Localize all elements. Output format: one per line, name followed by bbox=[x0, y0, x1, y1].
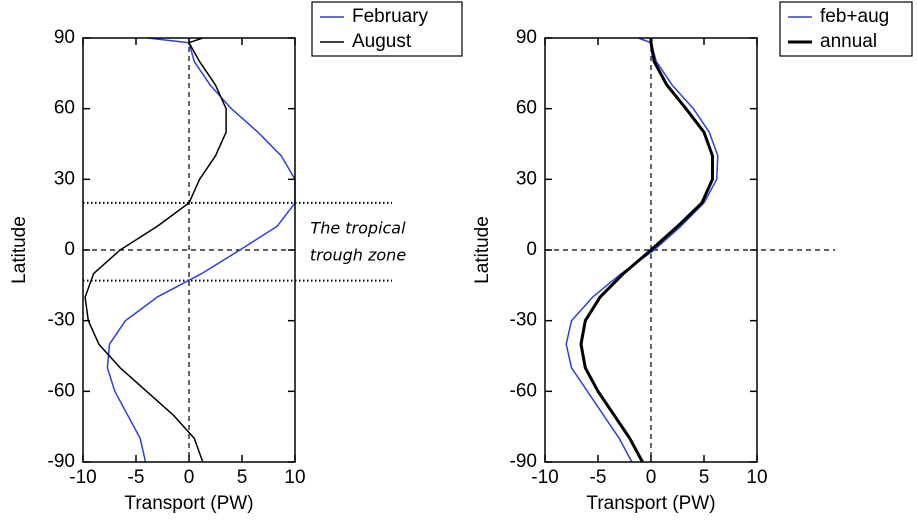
legend-label: annual bbox=[820, 31, 877, 52]
y-axis-label: Latitude bbox=[9, 216, 30, 284]
x-tick-label: 0 bbox=[184, 467, 195, 488]
y-tick-label: -60 bbox=[48, 380, 75, 401]
y-tick-label: 60 bbox=[516, 98, 537, 119]
x-tick-label: -5 bbox=[590, 467, 607, 488]
legend-label: August bbox=[352, 31, 412, 52]
x-tick-label: -10 bbox=[531, 467, 558, 488]
y-axis-label: Latitude bbox=[472, 216, 493, 284]
x-tick-label: 5 bbox=[237, 467, 248, 488]
annotation: The tropical bbox=[310, 219, 406, 238]
x-axis-label: Transport (PW) bbox=[586, 493, 715, 514]
y-tick-label: 30 bbox=[516, 168, 537, 189]
y-tick-label: 30 bbox=[54, 168, 75, 189]
y-tick-label: 90 bbox=[54, 27, 75, 48]
x-tick-label: -5 bbox=[128, 467, 145, 488]
y-tick-label: -30 bbox=[48, 310, 75, 331]
y-tick-label: 90 bbox=[516, 27, 537, 48]
x-tick-label: 0 bbox=[646, 467, 657, 488]
x-tick-label: -10 bbox=[69, 467, 96, 488]
y-tick-label: -90 bbox=[48, 451, 75, 472]
legend-box bbox=[311, 1, 463, 57]
y-tick-label: -60 bbox=[510, 380, 537, 401]
annotation: trough zone bbox=[310, 246, 406, 265]
y-tick-label: -90 bbox=[510, 451, 537, 472]
legend-box bbox=[779, 1, 913, 57]
y-tick-label: 60 bbox=[54, 98, 75, 119]
y-tick-label: 0 bbox=[526, 239, 537, 260]
series-line bbox=[565, 37, 719, 463]
series-line bbox=[106, 37, 296, 463]
x-tick-label: 10 bbox=[284, 467, 305, 488]
series-line bbox=[579, 38, 714, 463]
legend-label: February bbox=[352, 6, 429, 27]
x-tick-label: 10 bbox=[746, 467, 767, 488]
series-line bbox=[84, 37, 227, 463]
y-tick-label: 0 bbox=[64, 239, 75, 260]
x-axis-label: Transport (PW) bbox=[124, 493, 253, 514]
x-tick-label: 5 bbox=[699, 467, 710, 488]
y-tick-label: -30 bbox=[510, 310, 537, 331]
legend-label: feb+aug bbox=[820, 6, 889, 27]
